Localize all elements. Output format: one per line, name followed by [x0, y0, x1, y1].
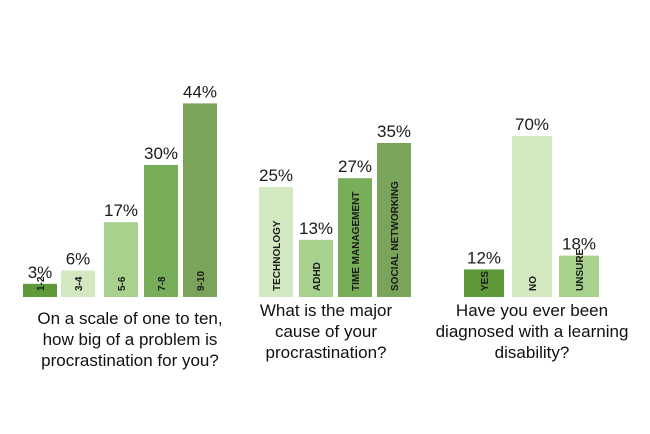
cause-category-label-social-networking: SOCIAL NETWORKING: [390, 181, 401, 291]
scale-category-label-9-10: 9-10: [196, 271, 207, 291]
scale-value-label-1-2: 3%: [28, 263, 53, 282]
disability-value-label-no: 70%: [515, 115, 549, 134]
scale-bar-1-2: [23, 283, 57, 297]
cause-value-label-adhd: 13%: [299, 219, 333, 238]
scale-value-label-5-6: 17%: [104, 201, 138, 220]
cause-bar-time-management: [338, 178, 372, 297]
disability-bar-no: [512, 136, 552, 297]
disability-bar-yes: [464, 269, 504, 297]
disability-value-label-yes: 12%: [467, 248, 501, 267]
scale-value-label-7-8: 30%: [144, 144, 178, 163]
cause-bar-adhd: [299, 239, 333, 297]
cause-bar-technology: [259, 187, 293, 297]
disability-bar-unsure: [559, 255, 599, 297]
cause-category-label-technology: TECHNOLOGY: [272, 220, 283, 291]
scale-category-label-1-2: 1-2: [36, 276, 47, 291]
cause-category-label-adhd: ADHD: [312, 262, 323, 291]
disability-category-label-no: NO: [528, 276, 539, 291]
disability-category-label-unsure: UNSURE: [575, 248, 586, 291]
cause-value-label-technology: 25%: [259, 166, 293, 185]
cause-bar-social-networking: [377, 143, 411, 297]
scale-bar-5-6: [104, 222, 138, 297]
question-scale-title: On a scale of one to ten, how big of a p…: [37, 309, 223, 370]
cause-value-label-time-management: 27%: [338, 157, 372, 176]
cause-value-label-social-networking: 35%: [377, 122, 411, 141]
cause-category-label-time-management: TIME MANAGEMENT: [351, 192, 362, 291]
disability-category-label-yes: YES: [480, 271, 491, 291]
question-disability-title: Have you ever been diagnosed with a lear…: [435, 301, 629, 362]
question-cause-title: What is the major cause of your procrast…: [259, 301, 393, 362]
scale-category-label-7-8: 7-8: [157, 276, 168, 291]
scale-bar-9-10: [183, 103, 217, 298]
scale-bar-3-4: [61, 270, 95, 297]
scale-category-label-3-4: 3-4: [74, 276, 85, 291]
disability-value-label-unsure: 18%: [562, 235, 596, 254]
scale-category-label-5-6: 5-6: [117, 276, 128, 291]
scale-value-label-9-10: 44%: [183, 82, 217, 101]
scale-value-label-3-4: 6%: [66, 250, 91, 269]
scale-bar-7-8: [144, 165, 178, 297]
